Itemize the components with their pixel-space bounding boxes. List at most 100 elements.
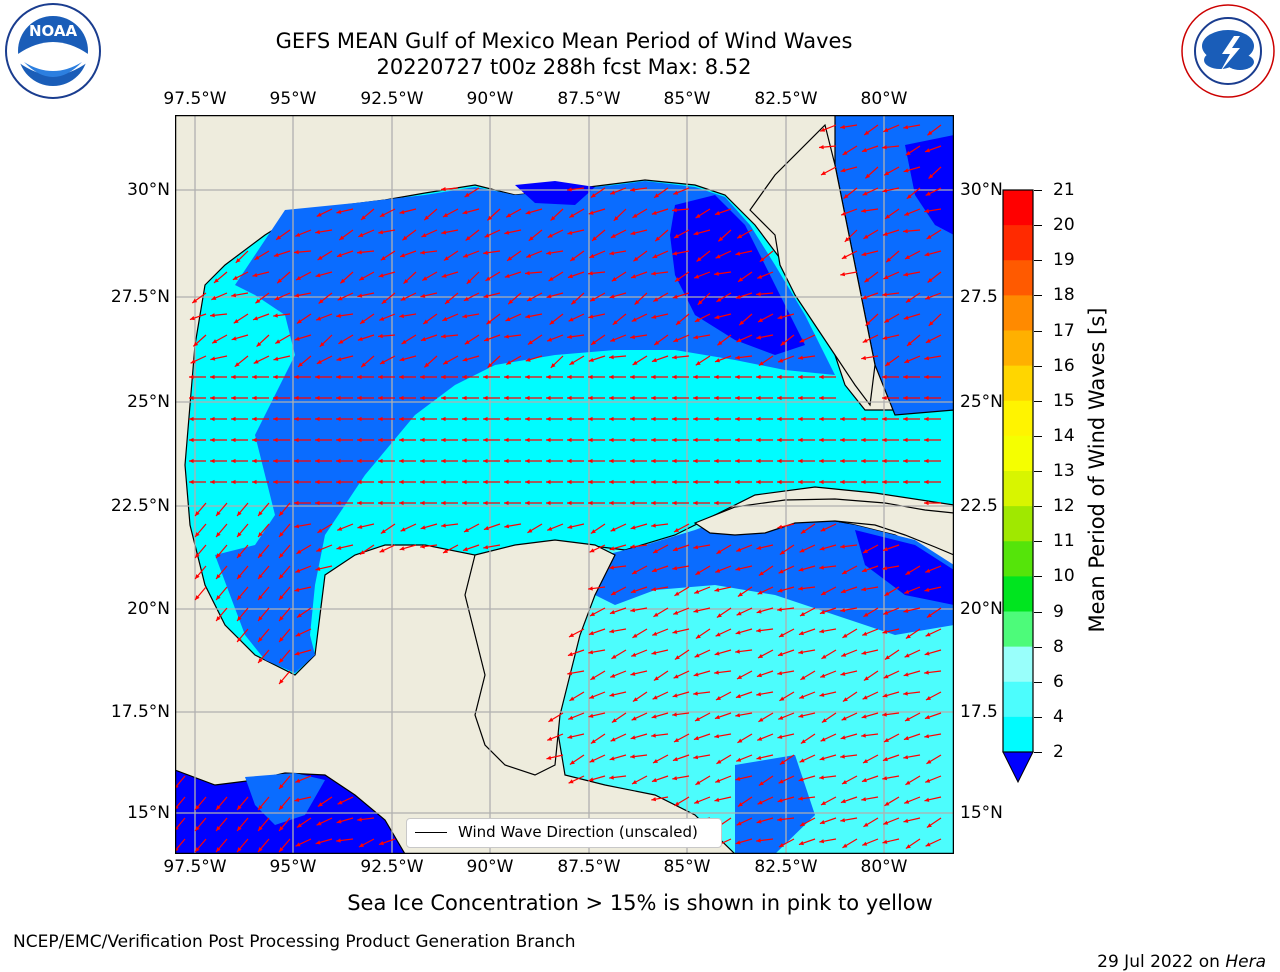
wind-wave-arrowhead bbox=[296, 613, 302, 618]
wind-wave-arrowhead bbox=[279, 847, 284, 853]
wind-wave-arrowhead bbox=[294, 336, 300, 341]
wind-wave-arrowhead bbox=[882, 416, 887, 422]
wind-wave-arrowhead bbox=[903, 125, 909, 130]
wind-wave-arrowhead bbox=[379, 359, 385, 364]
wind-wave-arrowhead bbox=[588, 458, 593, 464]
wind-wave-arrowhead bbox=[756, 335, 762, 340]
wind-wave-arrowhead bbox=[360, 319, 366, 324]
wind-wave-arrowhead bbox=[756, 673, 762, 678]
wind-wave-arrowhead bbox=[336, 253, 342, 258]
wind-wave-arrowhead bbox=[840, 735, 846, 740]
wind-wave-arrowhead bbox=[861, 437, 866, 443]
wind-wave-arrowhead bbox=[694, 799, 700, 804]
wind-wave-arrowhead bbox=[672, 693, 678, 698]
wind-wave-arrowhead bbox=[673, 674, 679, 679]
colorbar-extend-triangle bbox=[1002, 751, 1034, 784]
wind-wave-arrowhead bbox=[611, 277, 617, 282]
wind-wave-arrowhead bbox=[694, 653, 700, 658]
wind-wave-arrowhead bbox=[819, 374, 824, 380]
colorbar-tick-label: 12 bbox=[1053, 496, 1075, 517]
wind-wave-arrowhead bbox=[358, 232, 364, 237]
colorbar-segment bbox=[1003, 681, 1033, 718]
colorbar-tick-label: 4 bbox=[1053, 706, 1064, 727]
wind-wave-arrowhead bbox=[924, 374, 929, 380]
wind-wave-arrowhead bbox=[610, 337, 616, 342]
wind-wave-arrowhead bbox=[882, 335, 888, 340]
colorbar-tick-mark bbox=[1034, 365, 1042, 367]
wind-wave-arrowhead bbox=[926, 613, 932, 618]
wind-wave-arrowhead bbox=[462, 374, 467, 380]
wind-wave-arrowhead bbox=[546, 395, 551, 401]
wind-wave-arrowhead bbox=[294, 651, 300, 656]
wind-wave-arrowhead bbox=[694, 317, 700, 322]
wind-wave-arrowhead bbox=[295, 568, 301, 573]
wind-wave-arrowhead bbox=[316, 547, 322, 552]
wind-wave-arrowhead bbox=[609, 458, 614, 464]
colorbar-segment bbox=[1003, 225, 1033, 261]
wind-wave-arrowhead bbox=[588, 713, 594, 718]
wind-wave-arrowhead bbox=[504, 416, 509, 422]
wind-wave-arrowhead bbox=[441, 395, 446, 401]
wind-wave-arrowhead bbox=[718, 236, 724, 242]
wind-wave-arrowhead bbox=[483, 479, 488, 485]
wind-wave-arrowhead bbox=[630, 544, 635, 549]
colorbar-tick-label: 17 bbox=[1053, 320, 1075, 341]
wind-wave-arrowhead bbox=[756, 458, 761, 464]
wind-wave-arrowhead bbox=[757, 800, 763, 805]
wind-wave-arrowhead bbox=[758, 361, 764, 366]
wind-wave-arrowhead bbox=[527, 340, 533, 345]
wind-wave-arrowhead bbox=[504, 273, 510, 278]
wind-wave-arrowhead bbox=[693, 608, 699, 613]
wind-wave-arrowhead bbox=[798, 841, 804, 846]
wind-wave-arrowhead bbox=[777, 671, 783, 676]
wind-wave-arrowhead bbox=[883, 674, 889, 679]
wind-wave-arrowhead bbox=[609, 354, 614, 360]
wind-wave-arrowhead bbox=[820, 737, 826, 742]
wind-wave-arrowhead bbox=[315, 840, 321, 845]
wind-wave-arrowhead bbox=[672, 757, 678, 762]
wind-wave-arrowhead bbox=[819, 416, 824, 422]
wind-wave-arrowhead bbox=[756, 609, 762, 614]
wind-wave-arrowhead bbox=[672, 294, 678, 299]
wind-wave-arrowhead bbox=[735, 479, 740, 485]
wind-wave-arrowhead bbox=[778, 632, 784, 637]
wind-wave-arrowhead bbox=[462, 210, 468, 215]
wind-wave-arrowhead bbox=[673, 610, 679, 615]
wind-wave-arrowhead bbox=[735, 251, 741, 256]
wind-wave-arrowhead bbox=[567, 652, 573, 657]
wind-wave-arrowhead bbox=[357, 479, 362, 485]
wind-wave-arrowhead bbox=[715, 568, 721, 573]
wind-wave-arrowhead bbox=[441, 416, 446, 422]
wind-wave-arrowhead bbox=[339, 235, 345, 240]
wind-wave-arrowhead bbox=[862, 548, 868, 553]
map-panel bbox=[173, 114, 955, 855]
wind-wave-arrowhead bbox=[189, 479, 194, 485]
wind-wave-arrowhead bbox=[925, 338, 931, 343]
wind-wave-arrowhead bbox=[756, 628, 761, 633]
wind-wave-arrowhead bbox=[905, 298, 911, 303]
wind-wave-arrowhead bbox=[258, 826, 263, 832]
wind-wave-arrowhead bbox=[210, 416, 215, 422]
wind-wave-arrowhead bbox=[904, 358, 910, 363]
wind-wave-arrowhead bbox=[273, 374, 278, 380]
wind-wave-arrowhead bbox=[400, 296, 406, 301]
wind-wave-arrowhead bbox=[653, 297, 659, 302]
lon-tick-bottom: 82.5°W bbox=[754, 857, 818, 877]
colorbar-tick-label: 16 bbox=[1053, 355, 1075, 376]
wind-wave-arrowhead bbox=[738, 277, 744, 282]
lat-tick-left: 30°N bbox=[127, 180, 170, 200]
wind-wave-arrowhead bbox=[210, 374, 215, 380]
wind-wave-arrowhead bbox=[336, 819, 342, 824]
wind-wave-arrowhead bbox=[842, 697, 848, 702]
wind-wave-arrowhead bbox=[211, 295, 217, 300]
colorbar-segment bbox=[1003, 716, 1033, 753]
wind-wave-arrowhead bbox=[528, 236, 534, 241]
wind-wave-arrowhead bbox=[672, 355, 677, 360]
wind-wave-arrowhead bbox=[588, 777, 594, 782]
wind-wave-arrowhead bbox=[294, 524, 300, 529]
wind-wave-arrowhead bbox=[798, 355, 803, 360]
wind-wave-arrowhead bbox=[798, 437, 803, 443]
wind-wave-arrowhead bbox=[252, 416, 257, 422]
wind-wave-arrowhead bbox=[651, 458, 656, 464]
wind-wave-arrowhead bbox=[361, 362, 366, 368]
